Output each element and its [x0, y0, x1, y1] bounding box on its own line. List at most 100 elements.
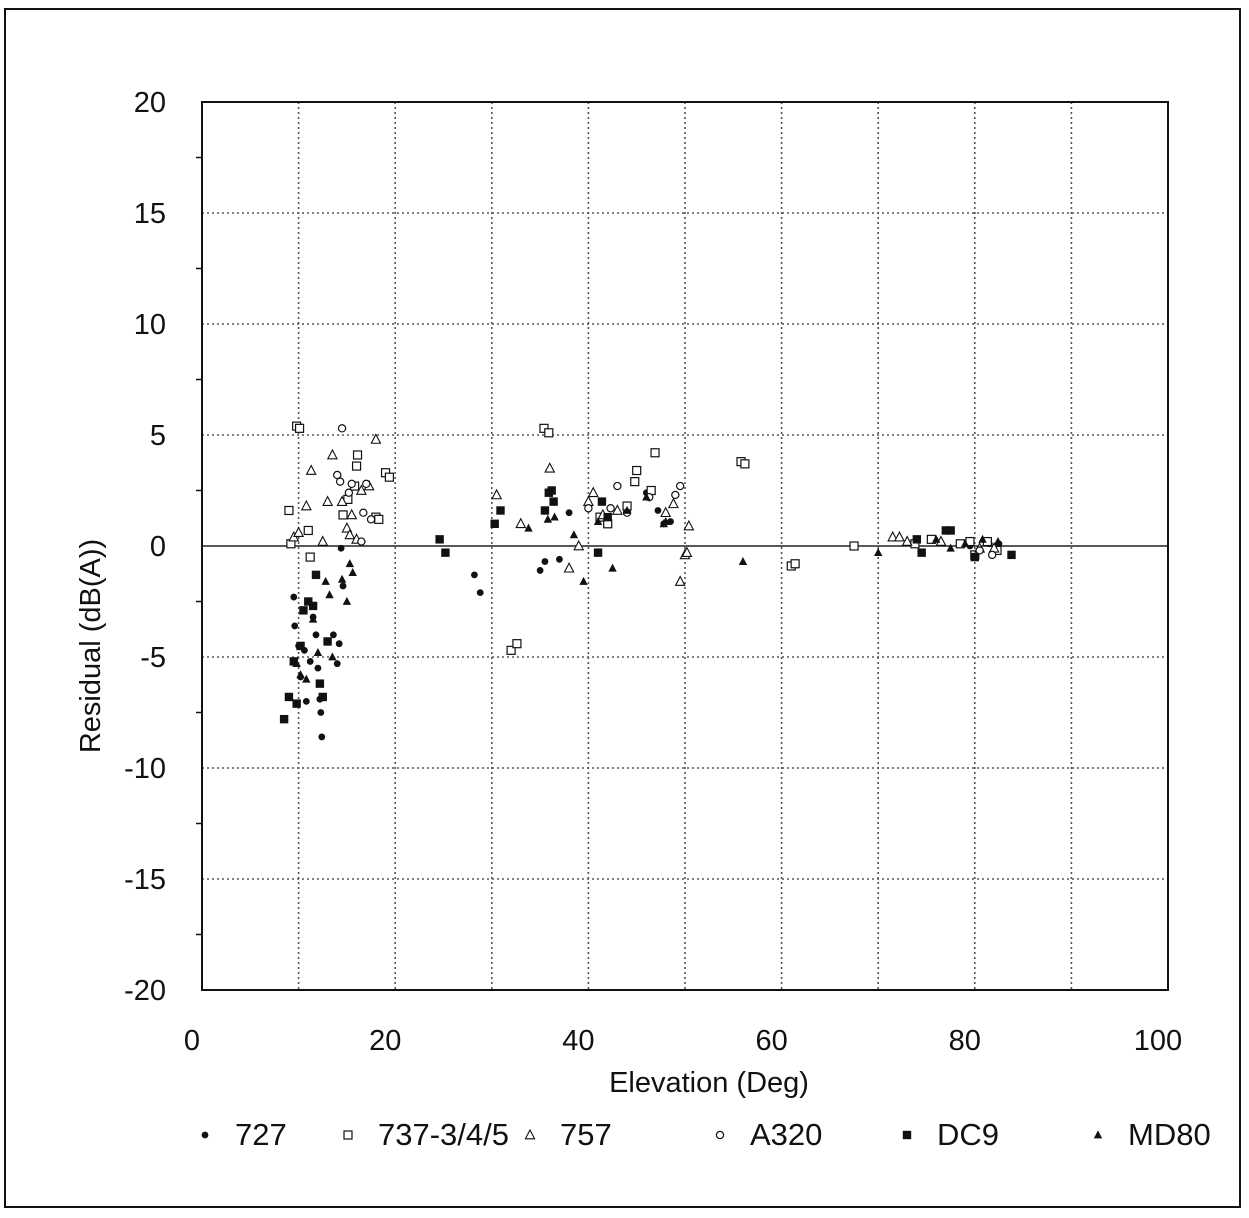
data-point [597, 497, 607, 506]
data-point [541, 558, 549, 565]
data-point [370, 433, 382, 444]
data-point [674, 575, 686, 586]
data-point [303, 525, 313, 536]
data-point [318, 692, 327, 702]
y-tick-label: -10 [124, 753, 166, 785]
data-point [584, 504, 593, 513]
data-point [344, 528, 356, 540]
data-point [279, 714, 289, 724]
data-point [917, 548, 926, 557]
data-point [946, 526, 955, 535]
data-point [683, 519, 695, 531]
data-point [296, 670, 305, 679]
y-tick-label: 0 [150, 531, 166, 563]
y-tick-label: 15 [134, 198, 166, 230]
data-point [536, 567, 544, 574]
data-point [333, 660, 341, 668]
data-point [359, 508, 368, 517]
x-tick-label: 60 [755, 1025, 787, 1057]
data-point [300, 499, 312, 511]
data-point [549, 497, 558, 506]
data-point [563, 562, 575, 573]
legend-label: A320 [750, 1117, 822, 1152]
data-point [667, 497, 679, 509]
series-a320 [333, 424, 997, 560]
data-point [329, 631, 337, 639]
legend-label: 737-3/4/5 [378, 1117, 509, 1152]
data-point [294, 423, 305, 433]
data-point [579, 576, 588, 585]
data-point [325, 590, 334, 599]
data-point [344, 488, 354, 497]
data-point [314, 664, 322, 672]
data-point [322, 495, 334, 506]
data-point [608, 563, 617, 572]
data-point [357, 537, 366, 546]
data-point [993, 536, 1003, 545]
x-tick-label: 80 [949, 1025, 981, 1057]
legend-marker [343, 1130, 353, 1140]
data-point [339, 582, 347, 590]
marks-layer [279, 421, 1016, 741]
legend-item: MD80 [1093, 1117, 1211, 1152]
y-tick-label: -5 [140, 642, 166, 674]
data-point [317, 709, 325, 716]
data-point [740, 459, 750, 469]
data-point [290, 593, 298, 601]
data-point [347, 479, 356, 489]
data-point [491, 488, 503, 500]
data-point [987, 550, 997, 560]
y-tick-label: 10 [134, 309, 166, 341]
data-point [893, 530, 905, 542]
data-point [337, 544, 345, 552]
data-point [335, 477, 345, 486]
data-point [351, 461, 362, 471]
x-tick-label: 40 [562, 1025, 594, 1057]
data-point [305, 552, 315, 562]
data-point [524, 523, 533, 532]
data-point [336, 495, 348, 506]
x-axis-title: Elevation (Deg) [609, 1067, 809, 1099]
data-point [671, 490, 680, 500]
data-point [341, 522, 353, 533]
legend-marker [524, 1128, 536, 1140]
data-point [284, 505, 294, 516]
data-point [317, 535, 329, 546]
data-point [849, 541, 859, 551]
data-point [661, 516, 670, 525]
data-point [874, 548, 883, 557]
data-point [681, 546, 693, 558]
data-point [321, 576, 330, 585]
data-point [328, 652, 337, 661]
data-point [333, 470, 342, 480]
x-tick-label: 100 [1134, 1025, 1182, 1057]
legend-marker [902, 1130, 912, 1140]
data-point [345, 559, 354, 568]
data-point [284, 692, 294, 702]
figure-frame [4, 8, 1241, 1208]
data-point [573, 539, 585, 551]
data-point [547, 486, 556, 495]
data-point [613, 481, 622, 491]
legend-item: 757 [524, 1117, 612, 1152]
plot-area-border [201, 101, 1169, 991]
data-point [308, 601, 318, 611]
data-point [978, 534, 987, 543]
data-point [587, 486, 599, 498]
data-point [603, 512, 612, 522]
series-737-3-4-5 [284, 421, 1002, 655]
data-point [550, 512, 559, 521]
x-tick-label: 0 [184, 1025, 200, 1057]
y-tick-label: -20 [124, 975, 166, 1007]
data-point [941, 526, 951, 535]
y-tick-label: -15 [124, 864, 166, 896]
data-point [512, 639, 522, 649]
legend-item: 737-3/4/5 [343, 1117, 509, 1152]
legend-label: MD80 [1128, 1117, 1211, 1152]
data-point [569, 530, 579, 539]
data-point [346, 508, 358, 520]
data-point [352, 450, 363, 460]
data-point [315, 679, 325, 688]
data-point [292, 659, 301, 668]
data-point [912, 535, 922, 544]
